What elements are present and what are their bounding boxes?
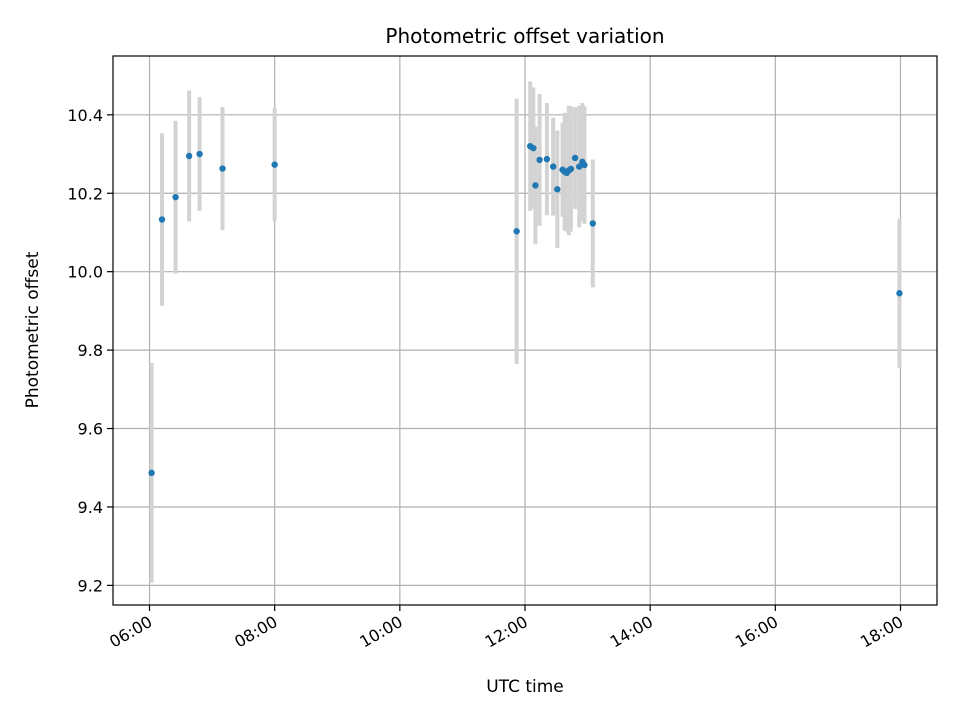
y-axis: 9.2 9.4 9.6 9.8 10.0 10.2 10.4 [67,106,113,596]
grid [113,56,937,605]
data-point [172,194,178,200]
data-point [159,216,165,222]
data-point [148,470,154,476]
y-tick-label: 10.0 [67,263,103,282]
data-point [530,145,536,151]
data-point [581,162,587,168]
x-tick-label: 10:00 [356,612,405,652]
y-tick-label: 10.4 [67,106,103,125]
chart-title: Photometric offset variation [385,24,664,48]
y-tick-label: 9.4 [78,498,103,517]
x-tick-label: 18:00 [857,612,906,652]
data-point [544,156,550,162]
data-point [532,182,538,188]
data-point [572,155,578,161]
data-point [590,220,596,226]
data-point [896,290,902,296]
x-tick-label: 06:00 [106,612,155,652]
data-point [219,165,225,171]
x-tick-label: 16:00 [732,612,781,652]
data-point [550,163,556,169]
x-tick-label: 14:00 [607,612,656,652]
data-point [568,166,574,172]
x-axis: 06:00 08:00 10:00 12:00 14:00 16:00 18:00 [106,605,906,652]
data-point [196,151,202,157]
y-axis-label: Photometric offset [23,251,43,408]
data-point [536,157,542,163]
data-point [186,153,192,159]
y-tick-label: 9.2 [78,576,103,595]
y-tick-label: 10.2 [67,184,103,203]
y-tick-label: 9.8 [78,341,103,360]
data-point [271,161,277,167]
data-point [554,186,560,192]
x-tick-label: 12:00 [482,612,531,652]
y-tick-label: 9.6 [78,420,103,439]
data-point [513,228,519,234]
x-tick-label: 08:00 [231,612,280,652]
x-axis-label: UTC time [486,677,564,697]
